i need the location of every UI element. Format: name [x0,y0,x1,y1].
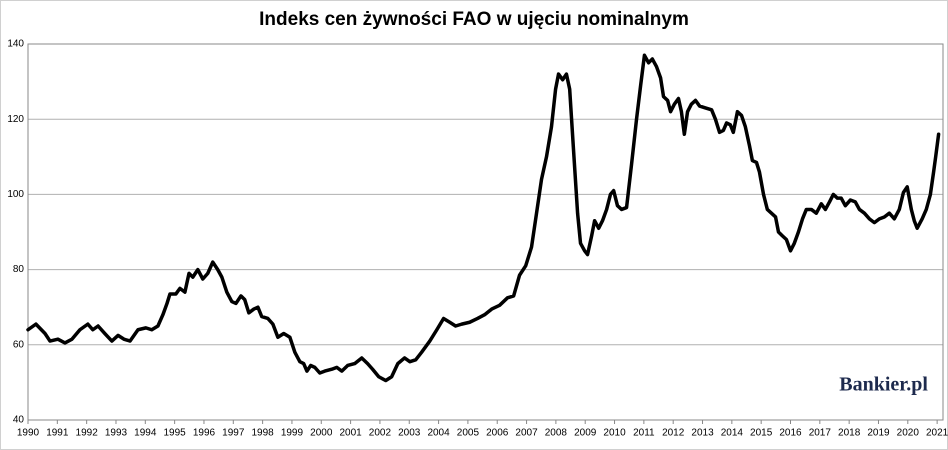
y-tick-label: 100 [7,189,24,200]
x-tick-label: 1996 [193,428,216,439]
y-tick-label: 60 [13,339,25,350]
x-tick-label: 1991 [46,428,69,439]
x-tick-label: 2008 [545,428,568,439]
x-tick-label: 2002 [369,428,392,439]
x-tick-label: 1995 [164,428,187,439]
x-tick-label: 2004 [427,428,450,439]
x-tick-label: 2015 [750,428,773,439]
x-tick-label: 2012 [662,428,685,439]
x-tick-label: 1997 [222,428,245,439]
x-tick-label: 1990 [17,428,40,439]
y-tick-label: 120 [7,114,24,125]
x-tick-label: 2018 [838,428,861,439]
x-tick-label: 2009 [574,428,597,439]
watermark: Bankier.pl [839,374,928,396]
x-tick-label: 2000 [310,428,333,439]
chart-title: Indeks cen żywności FAO w ujęciu nominal… [259,9,689,30]
x-tick-label: 2016 [779,428,802,439]
y-tick-label: 40 [13,415,25,426]
x-tick-label: 2013 [691,428,714,439]
x-tick-label: 2021 [926,428,948,439]
x-tick-label: 2014 [721,428,744,439]
x-tick-label: 2006 [486,428,509,439]
x-tick-label: 2007 [515,428,538,439]
x-tick-label: 2011 [633,428,655,439]
x-tick-label: 1999 [281,428,304,439]
data-line [26,53,941,383]
x-tick-label: 2017 [809,428,832,439]
x-tick-label: 2010 [603,428,626,439]
y-tick-label: 80 [13,264,25,275]
x-tick-label: 1994 [134,428,157,439]
y-tick-label: 140 [7,39,24,50]
x-tick-label: 1992 [76,428,99,439]
x-tick-label: 1998 [251,428,274,439]
x-tick-label: 2005 [457,428,480,439]
x-tick-label: 2019 [867,428,890,439]
x-tick-label: 2001 [339,428,362,439]
x-tick-label: 1993 [105,428,128,439]
x-tick-label: 2003 [398,428,421,439]
plot-border [27,43,944,421]
x-tick-label: 2020 [897,428,920,439]
